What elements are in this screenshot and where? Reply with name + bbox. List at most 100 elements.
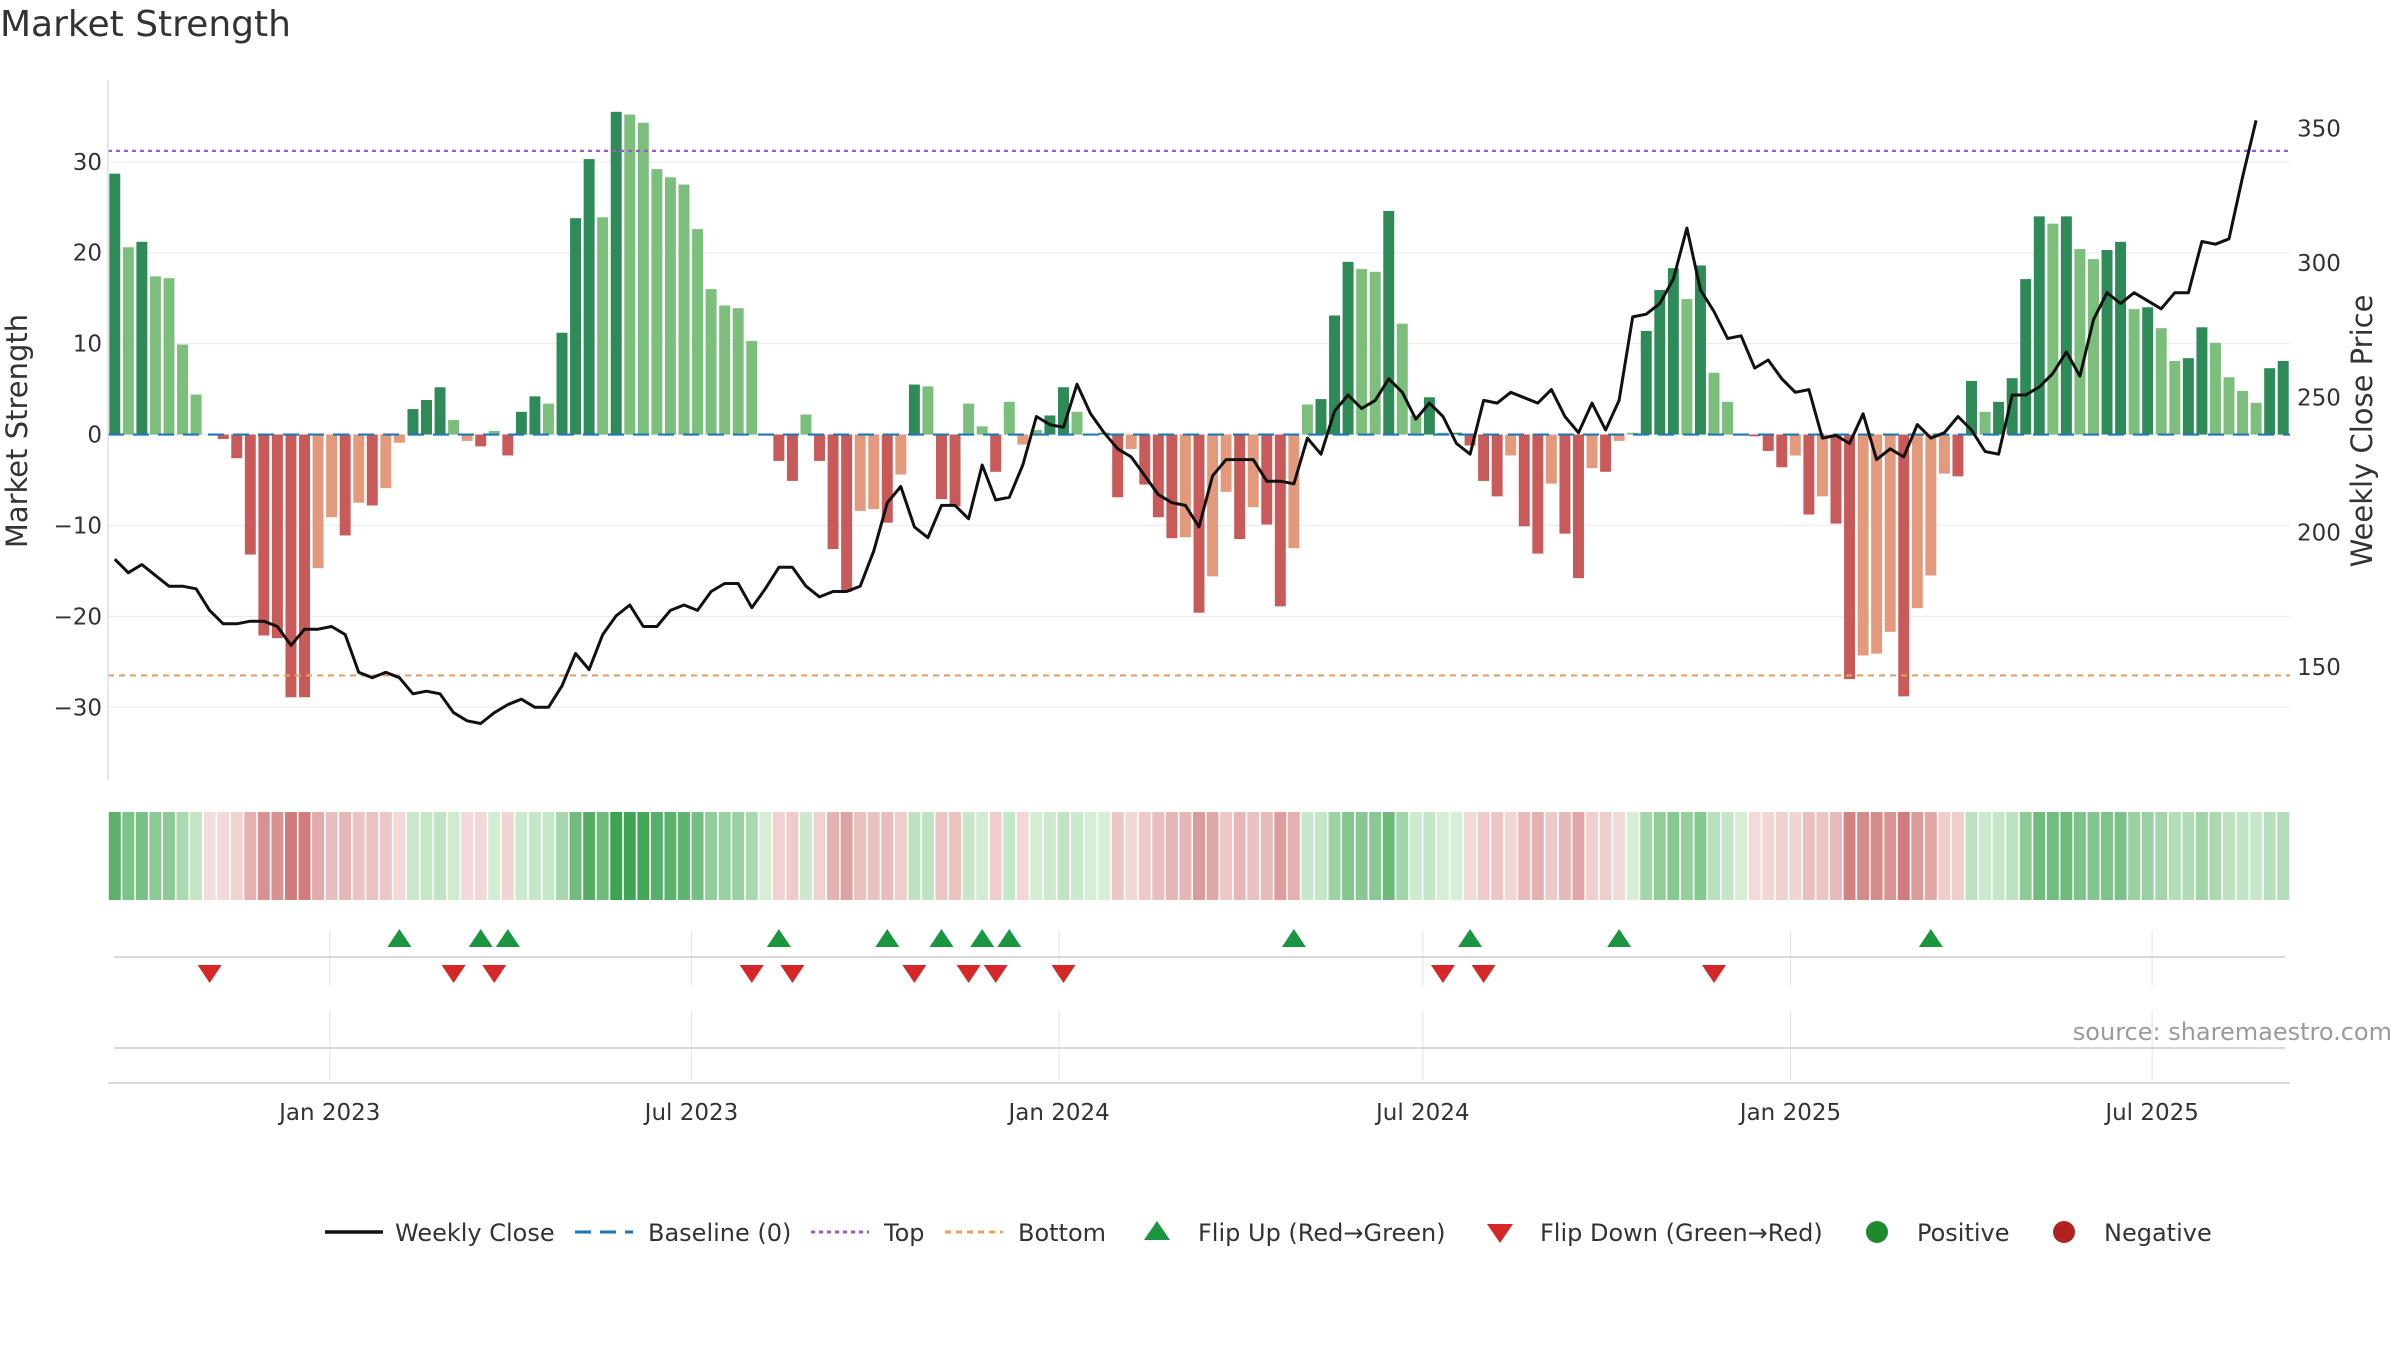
strength-bar bbox=[488, 430, 500, 435]
strength-bar bbox=[1166, 434, 1178, 539]
heat-cell bbox=[434, 812, 447, 900]
heat-cell bbox=[1599, 812, 1612, 900]
strength-bar bbox=[1667, 268, 1679, 435]
strength-bar bbox=[922, 386, 934, 435]
source-credit: source: sharemaestro.com bbox=[2073, 1018, 2392, 1046]
heat-cell bbox=[1084, 812, 1097, 900]
strength-bar bbox=[841, 434, 853, 592]
strength-bar bbox=[1830, 434, 1842, 524]
heat-cell bbox=[1694, 812, 1707, 900]
flip-up-marker bbox=[1918, 929, 1943, 947]
heat-cell bbox=[732, 812, 745, 900]
y-tick-label: 10 bbox=[73, 332, 102, 358]
heat-cell bbox=[1071, 812, 1084, 900]
heat-cell bbox=[2195, 812, 2208, 900]
strength-bar bbox=[1938, 434, 1950, 474]
heat-cell bbox=[2046, 812, 2059, 900]
strength-bar bbox=[1966, 380, 1977, 435]
strength-bar bbox=[1491, 434, 1503, 497]
strength-bar bbox=[2020, 279, 2032, 435]
strength-bar bbox=[393, 434, 405, 443]
strength-bar bbox=[2155, 328, 2167, 435]
heat-cell bbox=[1653, 812, 1666, 900]
legend-item-weekly-close: Weekly Close bbox=[325, 1219, 555, 1247]
flip-up-marker bbox=[495, 929, 520, 947]
heat-cell bbox=[1030, 812, 1043, 900]
heat-cell bbox=[325, 812, 338, 900]
flip-down-marker bbox=[1051, 965, 1076, 983]
heat-cell bbox=[1098, 812, 1111, 900]
heat-cell bbox=[650, 812, 663, 900]
y2-tick-label: 200 bbox=[2297, 520, 2341, 546]
strength-bar bbox=[1640, 330, 1652, 435]
heat-strip bbox=[108, 812, 2290, 900]
strength-bar bbox=[1383, 210, 1395, 435]
strength-bar bbox=[597, 217, 609, 435]
strength-bar bbox=[895, 434, 907, 475]
strength-bar bbox=[312, 434, 324, 569]
strength-bar bbox=[1030, 430, 1042, 435]
heat-cell bbox=[1491, 812, 1504, 900]
strength-bar bbox=[1925, 434, 1937, 576]
strength-bar bbox=[746, 340, 758, 435]
strength-bar bbox=[1694, 265, 1706, 435]
flip-up-marker bbox=[929, 929, 954, 947]
strength-bar bbox=[122, 247, 134, 435]
heat-cell bbox=[962, 812, 975, 900]
legend-swatch-positive bbox=[1866, 1221, 1888, 1243]
heat-cell bbox=[1857, 812, 1870, 900]
x-tick-label: Jul 2024 bbox=[1374, 1100, 1470, 1126]
strength-bar bbox=[1125, 434, 1137, 450]
strength-bar bbox=[2088, 259, 2099, 435]
strength-bar bbox=[1464, 434, 1476, 446]
legend-label: Baseline (0) bbox=[648, 1219, 791, 1247]
legend-label: Flip Down (Green→Red) bbox=[1540, 1219, 1823, 1247]
strength-bar bbox=[692, 229, 704, 435]
strength-bar bbox=[1152, 434, 1164, 518]
heat-cell bbox=[772, 812, 785, 900]
heat-cell bbox=[2006, 812, 2019, 900]
y-tick-label: −20 bbox=[53, 604, 102, 630]
strength-bar bbox=[1803, 434, 1815, 515]
strength-bar bbox=[637, 122, 649, 435]
heat-cell bbox=[976, 812, 989, 900]
heat-cell bbox=[1287, 812, 1300, 900]
strength-bar bbox=[854, 434, 866, 511]
strength-bar bbox=[1396, 323, 1408, 435]
strength-bar bbox=[1274, 434, 1286, 607]
flip-up-marker bbox=[468, 929, 493, 947]
strength-bar bbox=[1722, 401, 1734, 435]
heat-cell bbox=[935, 812, 948, 900]
heat-cell bbox=[1924, 812, 1937, 900]
flip-down-marker bbox=[441, 965, 466, 983]
heat-cell bbox=[352, 812, 365, 900]
strength-bar bbox=[1871, 434, 1883, 654]
flip-down-marker bbox=[1702, 965, 1727, 983]
heat-cell bbox=[664, 812, 677, 900]
legend-item-baseline: Baseline (0) bbox=[575, 1219, 791, 1247]
heat-cell bbox=[1775, 812, 1788, 900]
axes-layer: 30 20 10 0 −10 −20 −30 350 300 250 200 150 bbox=[53, 80, 2341, 780]
strength-bar bbox=[651, 169, 663, 435]
strength-bar bbox=[1356, 269, 1368, 435]
strength-bar bbox=[1112, 434, 1124, 498]
legend-label: Top bbox=[883, 1219, 925, 1247]
strength-bar bbox=[556, 332, 568, 435]
strength-bar bbox=[2209, 342, 2221, 435]
heat-cell bbox=[1830, 812, 1842, 900]
x-tick-label: Jul 2023 bbox=[643, 1100, 739, 1126]
flip-up-marker bbox=[766, 929, 791, 947]
strength-bar bbox=[434, 387, 446, 435]
heat-cell bbox=[203, 812, 216, 900]
heat-cell bbox=[1911, 812, 1924, 900]
heat-cell bbox=[2114, 812, 2127, 900]
strength-bar bbox=[827, 434, 839, 550]
heat-cell bbox=[1125, 812, 1138, 900]
legend-label: Positive bbox=[1917, 1219, 2010, 1247]
heat-cell bbox=[393, 812, 406, 900]
heat-cell bbox=[637, 812, 650, 900]
heat-cell bbox=[1708, 812, 1720, 900]
strength-bar bbox=[502, 434, 514, 456]
strength-bar bbox=[1844, 434, 1856, 680]
heat-cell bbox=[1802, 812, 1815, 900]
